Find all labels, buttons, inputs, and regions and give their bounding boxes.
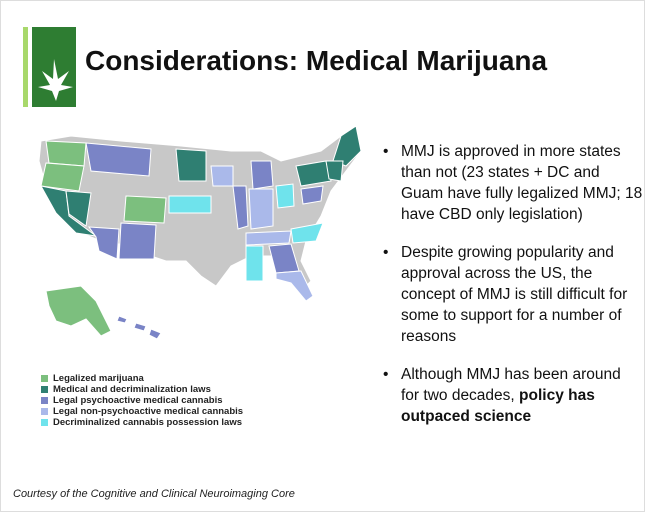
legend-label: Legal psychoactive medical cannabis — [53, 395, 223, 406]
legend-label: Legal non-psychoactive medical cannabis — [53, 406, 244, 417]
legend-item: Legal psychoactive medical cannabis — [41, 395, 243, 406]
accent-bar — [23, 27, 28, 107]
bullet: MMJ is approved in more states than not … — [381, 141, 643, 225]
map-legend: Legalized marijuana Medical and decrimina… — [41, 373, 243, 428]
legend-label: Decriminalized cannabis possession laws — [53, 417, 243, 428]
bullet-bold-text: policy has outpaced science — [401, 387, 595, 425]
leaf-icon — [38, 59, 73, 101]
legend-swatch — [41, 419, 48, 426]
legend-swatch — [41, 397, 48, 404]
bullet: Although MMJ has been around for two dec… — [381, 364, 643, 427]
legend-label: Medical and decriminalization laws — [53, 384, 211, 395]
legend-item: Medical and decriminalization laws — [41, 384, 243, 395]
bullet-text: MMJ is approved in more states than not … — [401, 143, 643, 223]
legend-swatch — [41, 386, 48, 393]
bullet-text: Although MMJ has been around for two dec… — [401, 366, 621, 404]
credit: Courtesy of the Cognitive and Clinical N… — [13, 488, 295, 500]
legend-swatch — [41, 375, 48, 382]
bullet-text: Despite growing popularity and approval … — [401, 244, 628, 345]
legend-item: Decriminalized cannabis possession laws — [41, 417, 243, 428]
bullet: Despite growing popularity and approval … — [381, 242, 643, 347]
legend-swatch — [41, 408, 48, 415]
legend-label: Legalized marijuana — [53, 373, 144, 384]
legend-item: Legal non-psychoactive medical cannabis — [41, 406, 243, 417]
legend-item: Legalized marijuana — [41, 373, 243, 384]
slide-title: Considerations: Medical Marijuana — [85, 45, 548, 76]
us-map — [38, 125, 362, 340]
bullet-list: MMJ is approved in more states than not … — [381, 141, 643, 444]
